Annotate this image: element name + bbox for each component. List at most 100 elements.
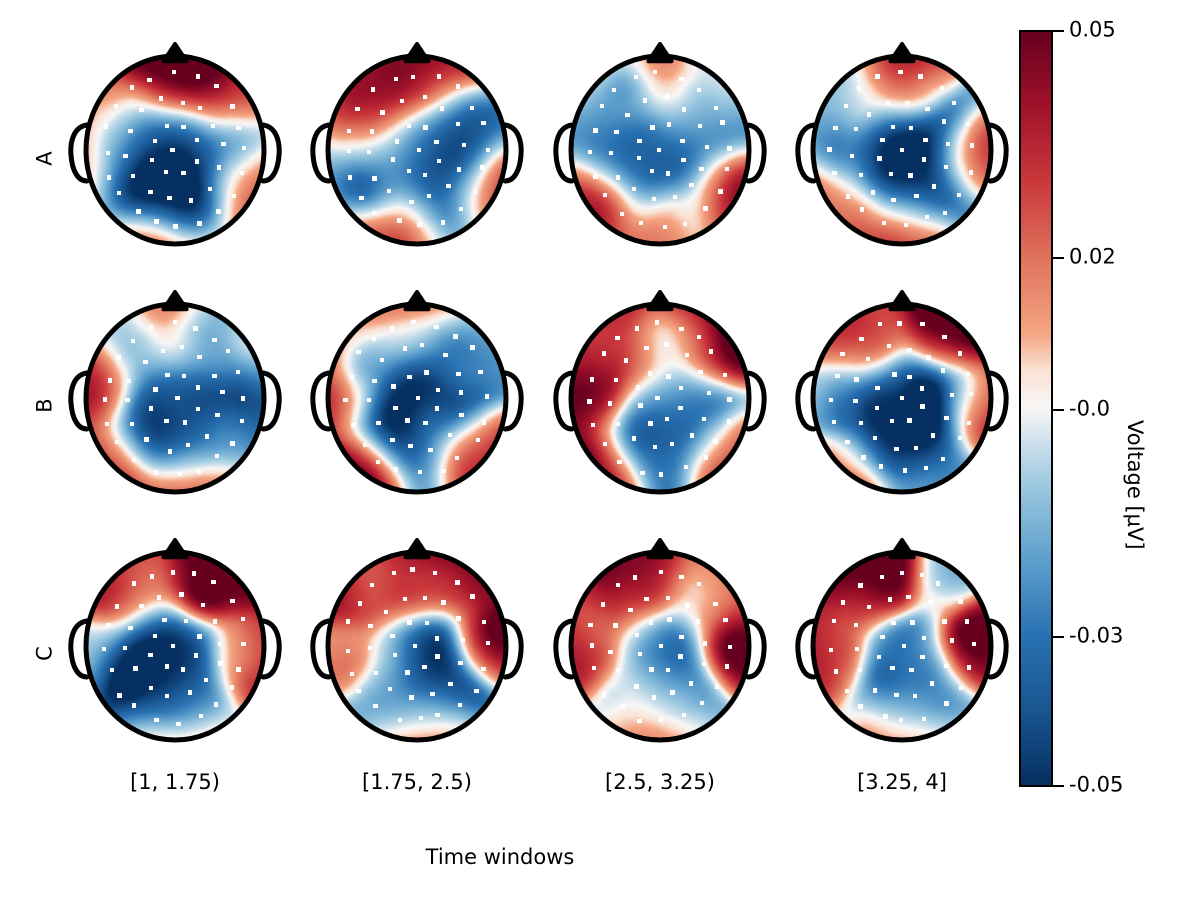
electrode-marker bbox=[812, 418, 815, 424]
electrode-marker bbox=[666, 374, 671, 379]
electrode-marker bbox=[86, 221, 92, 226]
electrode-marker bbox=[180, 100, 185, 106]
electrode-marker bbox=[393, 405, 398, 411]
head-ellipse bbox=[83, 549, 267, 743]
electrode-marker bbox=[129, 85, 134, 90]
electrode-marker bbox=[139, 603, 144, 608]
electrode-marker bbox=[89, 437, 94, 442]
electrode-marker bbox=[857, 667, 862, 673]
electrode-marker bbox=[491, 697, 496, 702]
electrode-marker bbox=[919, 386, 924, 391]
electrode-marker bbox=[633, 575, 638, 580]
electrode-marker bbox=[371, 308, 377, 313]
electrode-marker bbox=[584, 488, 589, 493]
electrode-marker bbox=[119, 476, 124, 481]
head-outline bbox=[795, 42, 1009, 247]
electrode-marker bbox=[425, 620, 430, 626]
electrode-marker bbox=[112, 70, 117, 76]
electrode-marker bbox=[131, 457, 137, 463]
electrode-marker bbox=[942, 619, 947, 624]
electrode-marker bbox=[572, 311, 578, 316]
colorbar-ticklabel-4: -0.05 bbox=[1069, 772, 1124, 797]
electrode-marker bbox=[484, 239, 489, 245]
electrode-marker bbox=[615, 175, 621, 180]
electrode-marker bbox=[436, 74, 441, 79]
electrode-marker bbox=[853, 398, 858, 403]
head-outline bbox=[68, 42, 282, 247]
electrode-marker bbox=[894, 693, 899, 698]
electrode-marker bbox=[678, 385, 684, 391]
electrode-marker bbox=[349, 671, 355, 677]
electrode-marker bbox=[941, 457, 946, 462]
electrode-marker bbox=[87, 188, 92, 193]
topomap-a-3 bbox=[553, 42, 767, 247]
electrode-marker bbox=[654, 320, 660, 325]
electrode-marker bbox=[101, 646, 107, 652]
electrode-marker bbox=[957, 435, 963, 441]
electrode-marker bbox=[148, 406, 153, 411]
electrode-marker bbox=[381, 739, 387, 741]
electrode-marker bbox=[351, 423, 356, 428]
electrode-marker bbox=[231, 193, 237, 199]
electrode-marker bbox=[929, 681, 935, 686]
electrode-marker bbox=[236, 667, 241, 672]
electrode-marker bbox=[453, 732, 459, 738]
column-label-2: [1.75, 2.5) bbox=[362, 770, 472, 794]
electrode-marker bbox=[241, 396, 246, 401]
head-outline bbox=[310, 290, 524, 495]
electrode-marker bbox=[652, 69, 658, 74]
electrode-marker bbox=[462, 142, 467, 148]
electrode-marker bbox=[870, 241, 875, 245]
electrode-marker bbox=[341, 238, 346, 243]
electrode-marker bbox=[854, 646, 859, 652]
electrode-marker bbox=[590, 461, 595, 467]
electrode-marker bbox=[197, 221, 202, 226]
electrode-marker bbox=[740, 596, 745, 602]
electrode-marker bbox=[441, 600, 446, 605]
electrode-marker bbox=[877, 156, 882, 161]
electrode-marker bbox=[624, 358, 629, 363]
electrode-marker bbox=[371, 337, 376, 342]
ear-left-marker bbox=[795, 618, 817, 680]
electrode-marker bbox=[214, 83, 219, 89]
electrode-marker bbox=[230, 441, 235, 446]
electrode-marker bbox=[593, 128, 598, 133]
electrode-marker bbox=[369, 583, 375, 588]
column-label-3: [2.5, 3.25) bbox=[605, 770, 715, 794]
electrode-marker bbox=[255, 600, 260, 605]
electrode-marker bbox=[86, 610, 91, 615]
electrode-marker bbox=[504, 75, 507, 80]
topomap-field bbox=[570, 55, 750, 245]
electrode-marker bbox=[829, 240, 834, 245]
electrode-marker bbox=[139, 107, 144, 113]
electrode-marker bbox=[634, 632, 640, 637]
electrode-marker bbox=[889, 418, 894, 424]
electrode-marker bbox=[148, 325, 154, 330]
electrode-marker bbox=[355, 107, 360, 112]
electrode-marker bbox=[422, 173, 428, 178]
topomap-field bbox=[812, 303, 992, 493]
electrode-marker bbox=[106, 622, 111, 628]
nose-marker bbox=[646, 42, 674, 64]
electrode-marker bbox=[939, 85, 944, 91]
electrode-marker bbox=[194, 137, 200, 143]
electrode-marker bbox=[261, 226, 265, 231]
electrode-marker bbox=[644, 346, 649, 351]
electrode-marker bbox=[949, 638, 954, 643]
electrode-marker bbox=[141, 240, 146, 245]
electrode-marker bbox=[678, 654, 683, 659]
electrode-marker bbox=[424, 370, 429, 375]
electrode-marker bbox=[196, 74, 201, 79]
electrode-marker bbox=[481, 666, 486, 671]
electrode-marker bbox=[215, 412, 220, 417]
electrode-marker bbox=[406, 168, 411, 174]
electrode-marker bbox=[834, 669, 839, 674]
electrode-marker bbox=[446, 183, 451, 189]
topomap-field bbox=[327, 551, 507, 741]
electrode-marker bbox=[455, 580, 460, 585]
electrode-marker bbox=[199, 551, 205, 555]
electrode-marker bbox=[940, 235, 945, 241]
topomap-c-4 bbox=[795, 538, 1009, 743]
electrode-marker bbox=[103, 711, 109, 716]
electrode-marker bbox=[587, 149, 592, 154]
